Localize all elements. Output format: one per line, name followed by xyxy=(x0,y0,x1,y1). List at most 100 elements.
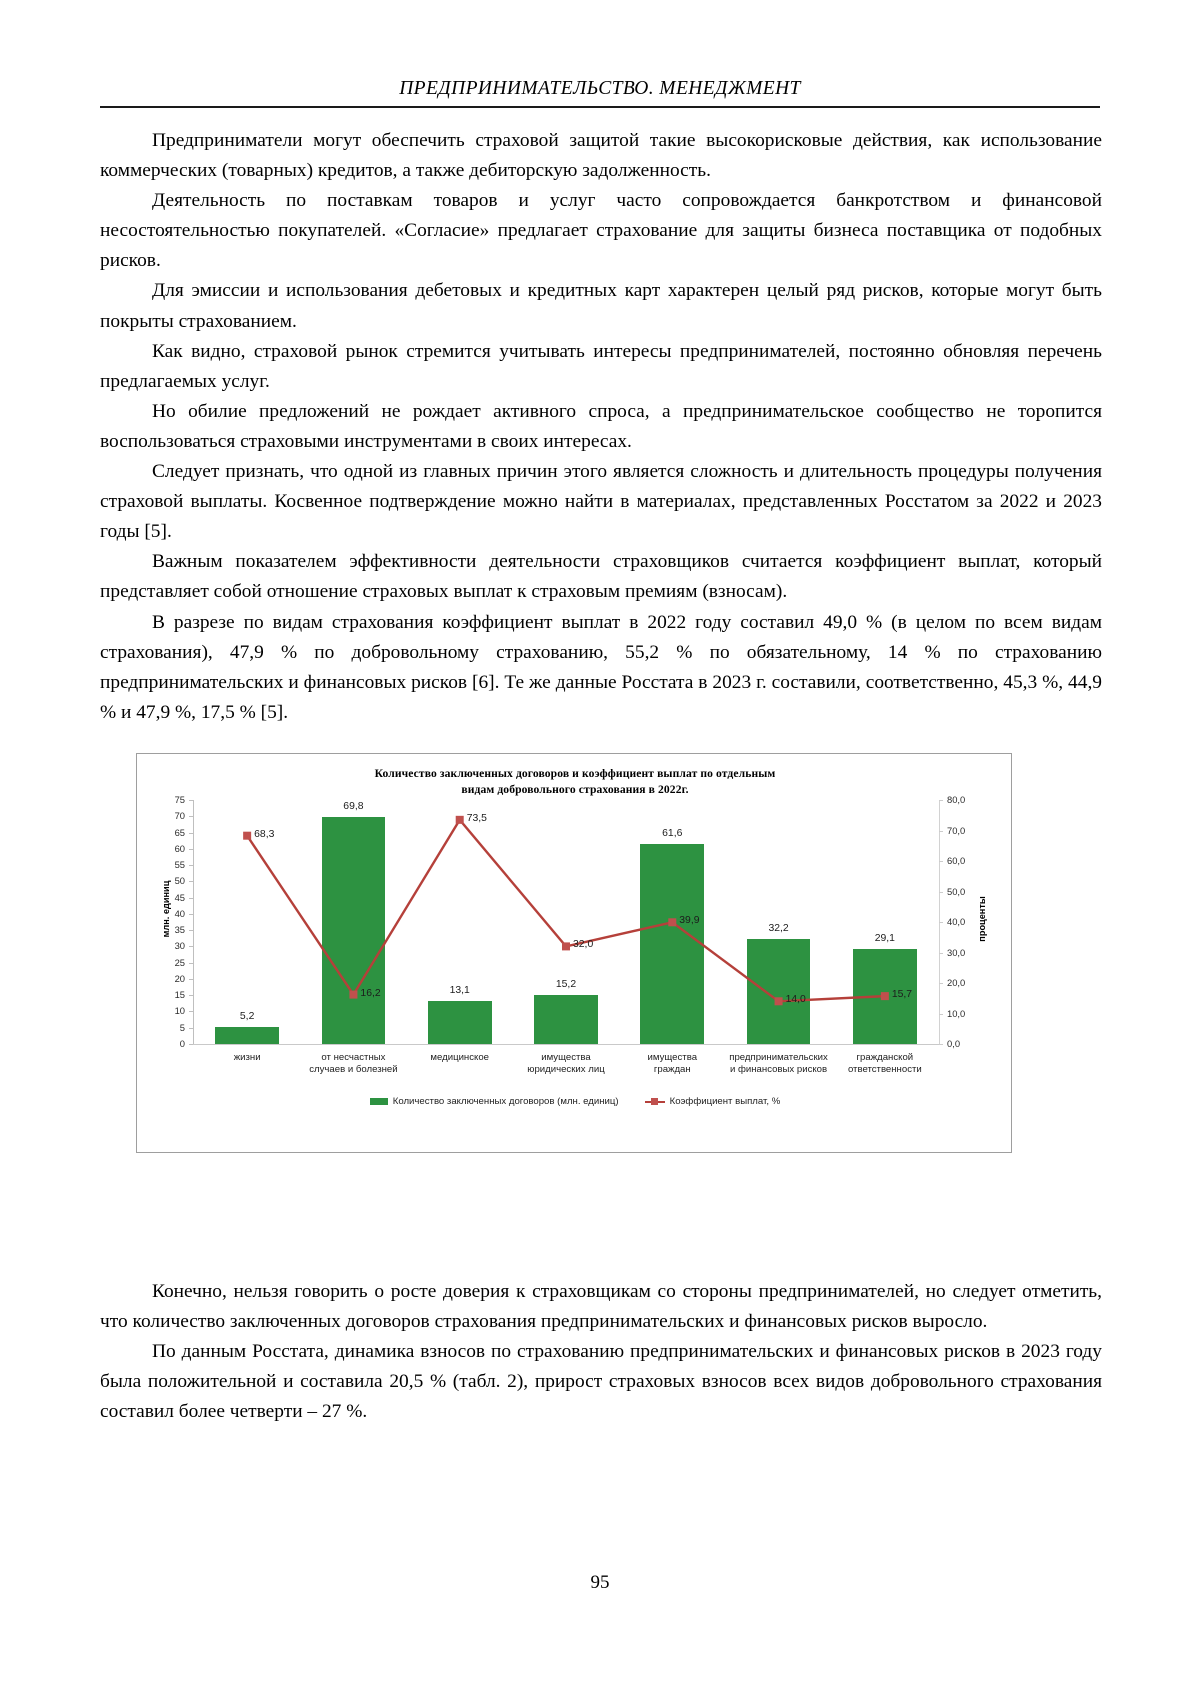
y-axis-left-tick-mark xyxy=(189,816,193,818)
line-data-label: 14,0 xyxy=(785,994,806,1006)
y-axis-left-tick-label: 55 xyxy=(174,859,185,871)
chart-legend: Количество заключенных договоров (млн. е… xyxy=(137,1096,1013,1107)
y-axis-left-tick-mark xyxy=(189,913,193,915)
paragraph: В разрезе по видам страхования коэффицие… xyxy=(100,611,1102,723)
y-axis-right-tick-mark xyxy=(939,1013,943,1015)
line-marker xyxy=(562,942,570,951)
legend-item-line: Коэффициент выплат, % xyxy=(644,1096,781,1107)
bar xyxy=(746,939,811,1044)
bar-data-label: 29,1 xyxy=(874,933,895,945)
plot-area xyxy=(194,800,938,1044)
body-text-bottom: Конечно, нельзя говорить о росте доверия… xyxy=(100,1277,1102,1427)
y-axis-right-tick-label: 60,0 xyxy=(947,855,966,866)
y-axis-left-tick-label: 10 xyxy=(174,1005,185,1017)
line-data-label: 16,2 xyxy=(360,987,381,999)
chart-title: Количество заключенных договоров и коэфф… xyxy=(217,766,933,798)
x-axis-category-label: медицинское xyxy=(430,1052,489,1063)
line-path xyxy=(246,817,885,1003)
paragraph: По данным Росстата, динамика взносов по … xyxy=(100,1341,1102,1423)
bar-data-label: 5,2 xyxy=(239,1011,255,1023)
x-axis-category-label: от несчастных случаев и болезней xyxy=(309,1052,398,1076)
legend-item-bars: Количество заключенных договоров (млн. е… xyxy=(369,1096,619,1107)
y-axis-left-tick-mark xyxy=(189,995,193,997)
y-axis-left-tick-label: 15 xyxy=(174,989,185,1001)
y-axis-right-tick-label: 0,0 xyxy=(947,1038,961,1049)
y-axis-right-tick-label: 30,0 xyxy=(947,946,966,958)
bar xyxy=(215,1027,280,1044)
line-data-label: 32,0 xyxy=(573,939,594,951)
paragraph: Деятельность по поставкам товаров и услу… xyxy=(100,190,1102,272)
y-axis-left-tick-mark xyxy=(189,1011,193,1013)
y-axis-right-tick-mark xyxy=(939,891,943,893)
paragraph: Конечно, нельзя говорить о росте доверия… xyxy=(100,1281,1102,1333)
paragraph: Для эмиссии и использования дебетовых и … xyxy=(100,280,1102,332)
bar-data-label: 13,1 xyxy=(449,985,470,997)
chart-title-line-1: Количество заключенных договоров и коэфф… xyxy=(374,767,776,780)
y-axis-left-tick-mark xyxy=(189,1044,193,1045)
y-axis-right-tick-label: 80,0 xyxy=(947,794,966,805)
y-axis-left-tick-mark xyxy=(189,897,193,899)
y-axis-left-tick-label: 75 xyxy=(174,794,185,805)
y-axis-left-tick-mark xyxy=(189,865,193,867)
x-axis-category-label: гражданской ответственности xyxy=(847,1052,922,1076)
legend-label-bars: Количество заключенных договоров (млн. е… xyxy=(392,1096,619,1107)
paragraph: Предприниматели могут обеспечить страхов… xyxy=(100,130,1102,182)
legend-label-line: Коэффициент выплат, % xyxy=(669,1096,781,1107)
y-axis-left-tick-mark xyxy=(189,832,193,834)
y-axis-right-tick-mark xyxy=(939,983,943,984)
y-axis-right-tick-label: 20,0 xyxy=(947,977,966,988)
y-axis-right-tick-label: 50,0 xyxy=(947,885,966,897)
line-data-label: 68,3 xyxy=(254,828,275,840)
x-axis-category-label: имущества юридических лиц xyxy=(527,1052,605,1076)
y-axis-right-tick-mark xyxy=(939,922,943,923)
paragraph: Как видно, страховой рынок стремится учи… xyxy=(100,340,1102,392)
y-axis-right-tick-mark xyxy=(939,830,943,832)
y-axis-left-tick-mark xyxy=(189,800,193,801)
y-axis-left-tick-label: 60 xyxy=(174,842,185,854)
y-axis-right-tick-label: 40,0 xyxy=(947,916,966,927)
y-axis-left-tick-label: 70 xyxy=(174,810,185,822)
line-series xyxy=(243,815,889,1006)
y-axis-right-tick-label: 70,0 xyxy=(947,824,966,836)
header-rule xyxy=(100,106,1100,108)
line-marker xyxy=(455,815,464,824)
bar-data-label: 69,8 xyxy=(343,800,364,812)
y-axis-left-tick-label: 20 xyxy=(174,972,185,984)
y-axis-left-tick-label: 65 xyxy=(174,826,185,838)
y-axis-right-tick-mark xyxy=(939,952,943,954)
bar xyxy=(534,994,598,1044)
line-marker xyxy=(668,918,677,927)
running-head: ПРЕДПРИНИМАТЕЛЬСТВО. МЕНЕДЖМЕНТ xyxy=(399,78,801,99)
page-number: 95 xyxy=(590,1572,610,1593)
y-axis-left-tick-label: 5 xyxy=(179,1021,185,1033)
y-axis-left-tick-label: 35 xyxy=(174,924,185,936)
y-axis-left-tick-mark xyxy=(189,962,193,964)
bar-data-label: 61,6 xyxy=(662,827,683,839)
bar-data-label: 32,2 xyxy=(768,923,789,935)
bar xyxy=(427,1001,492,1044)
x-axis-category-label: жизни xyxy=(233,1052,261,1063)
y-axis-right-tick-mark xyxy=(939,1044,943,1045)
y-axis-left-tick-mark xyxy=(189,978,193,980)
bar xyxy=(640,843,705,1044)
x-axis-category-label: предпринимательских и финансовых рисков xyxy=(729,1052,828,1076)
body-text-top: Предприниматели могут обеспечить страхов… xyxy=(100,126,1102,728)
y-axis-left-tick-label: 0 xyxy=(179,1038,185,1049)
x-axis-line xyxy=(193,1044,940,1045)
paragraph: Важным показателем эффективности деятель… xyxy=(100,551,1102,603)
bar-data-label: 15,2 xyxy=(555,978,577,990)
chart-figure: Количество заключенных договоров и коэфф… xyxy=(136,753,1012,1153)
y-axis-left-tick-mark xyxy=(189,881,193,883)
paragraph: Следует признать, что одной из главных п… xyxy=(100,461,1102,543)
legend-line-swatch-icon xyxy=(644,1097,665,1106)
y-axis-right-tick-mark xyxy=(939,861,943,862)
y-axis-left-tick-mark xyxy=(189,946,193,948)
paragraph: Но обилие предложений не рождает активно… xyxy=(100,400,1102,452)
legend-bar-swatch-icon xyxy=(369,1098,388,1105)
y-axis-left-line xyxy=(193,800,194,1045)
line-data-label: 73,5 xyxy=(466,812,487,824)
y-axis-left-tick-label: 50 xyxy=(174,875,185,887)
y-axis-left-tick-label: 30 xyxy=(174,940,185,952)
line-marker xyxy=(880,992,889,1001)
